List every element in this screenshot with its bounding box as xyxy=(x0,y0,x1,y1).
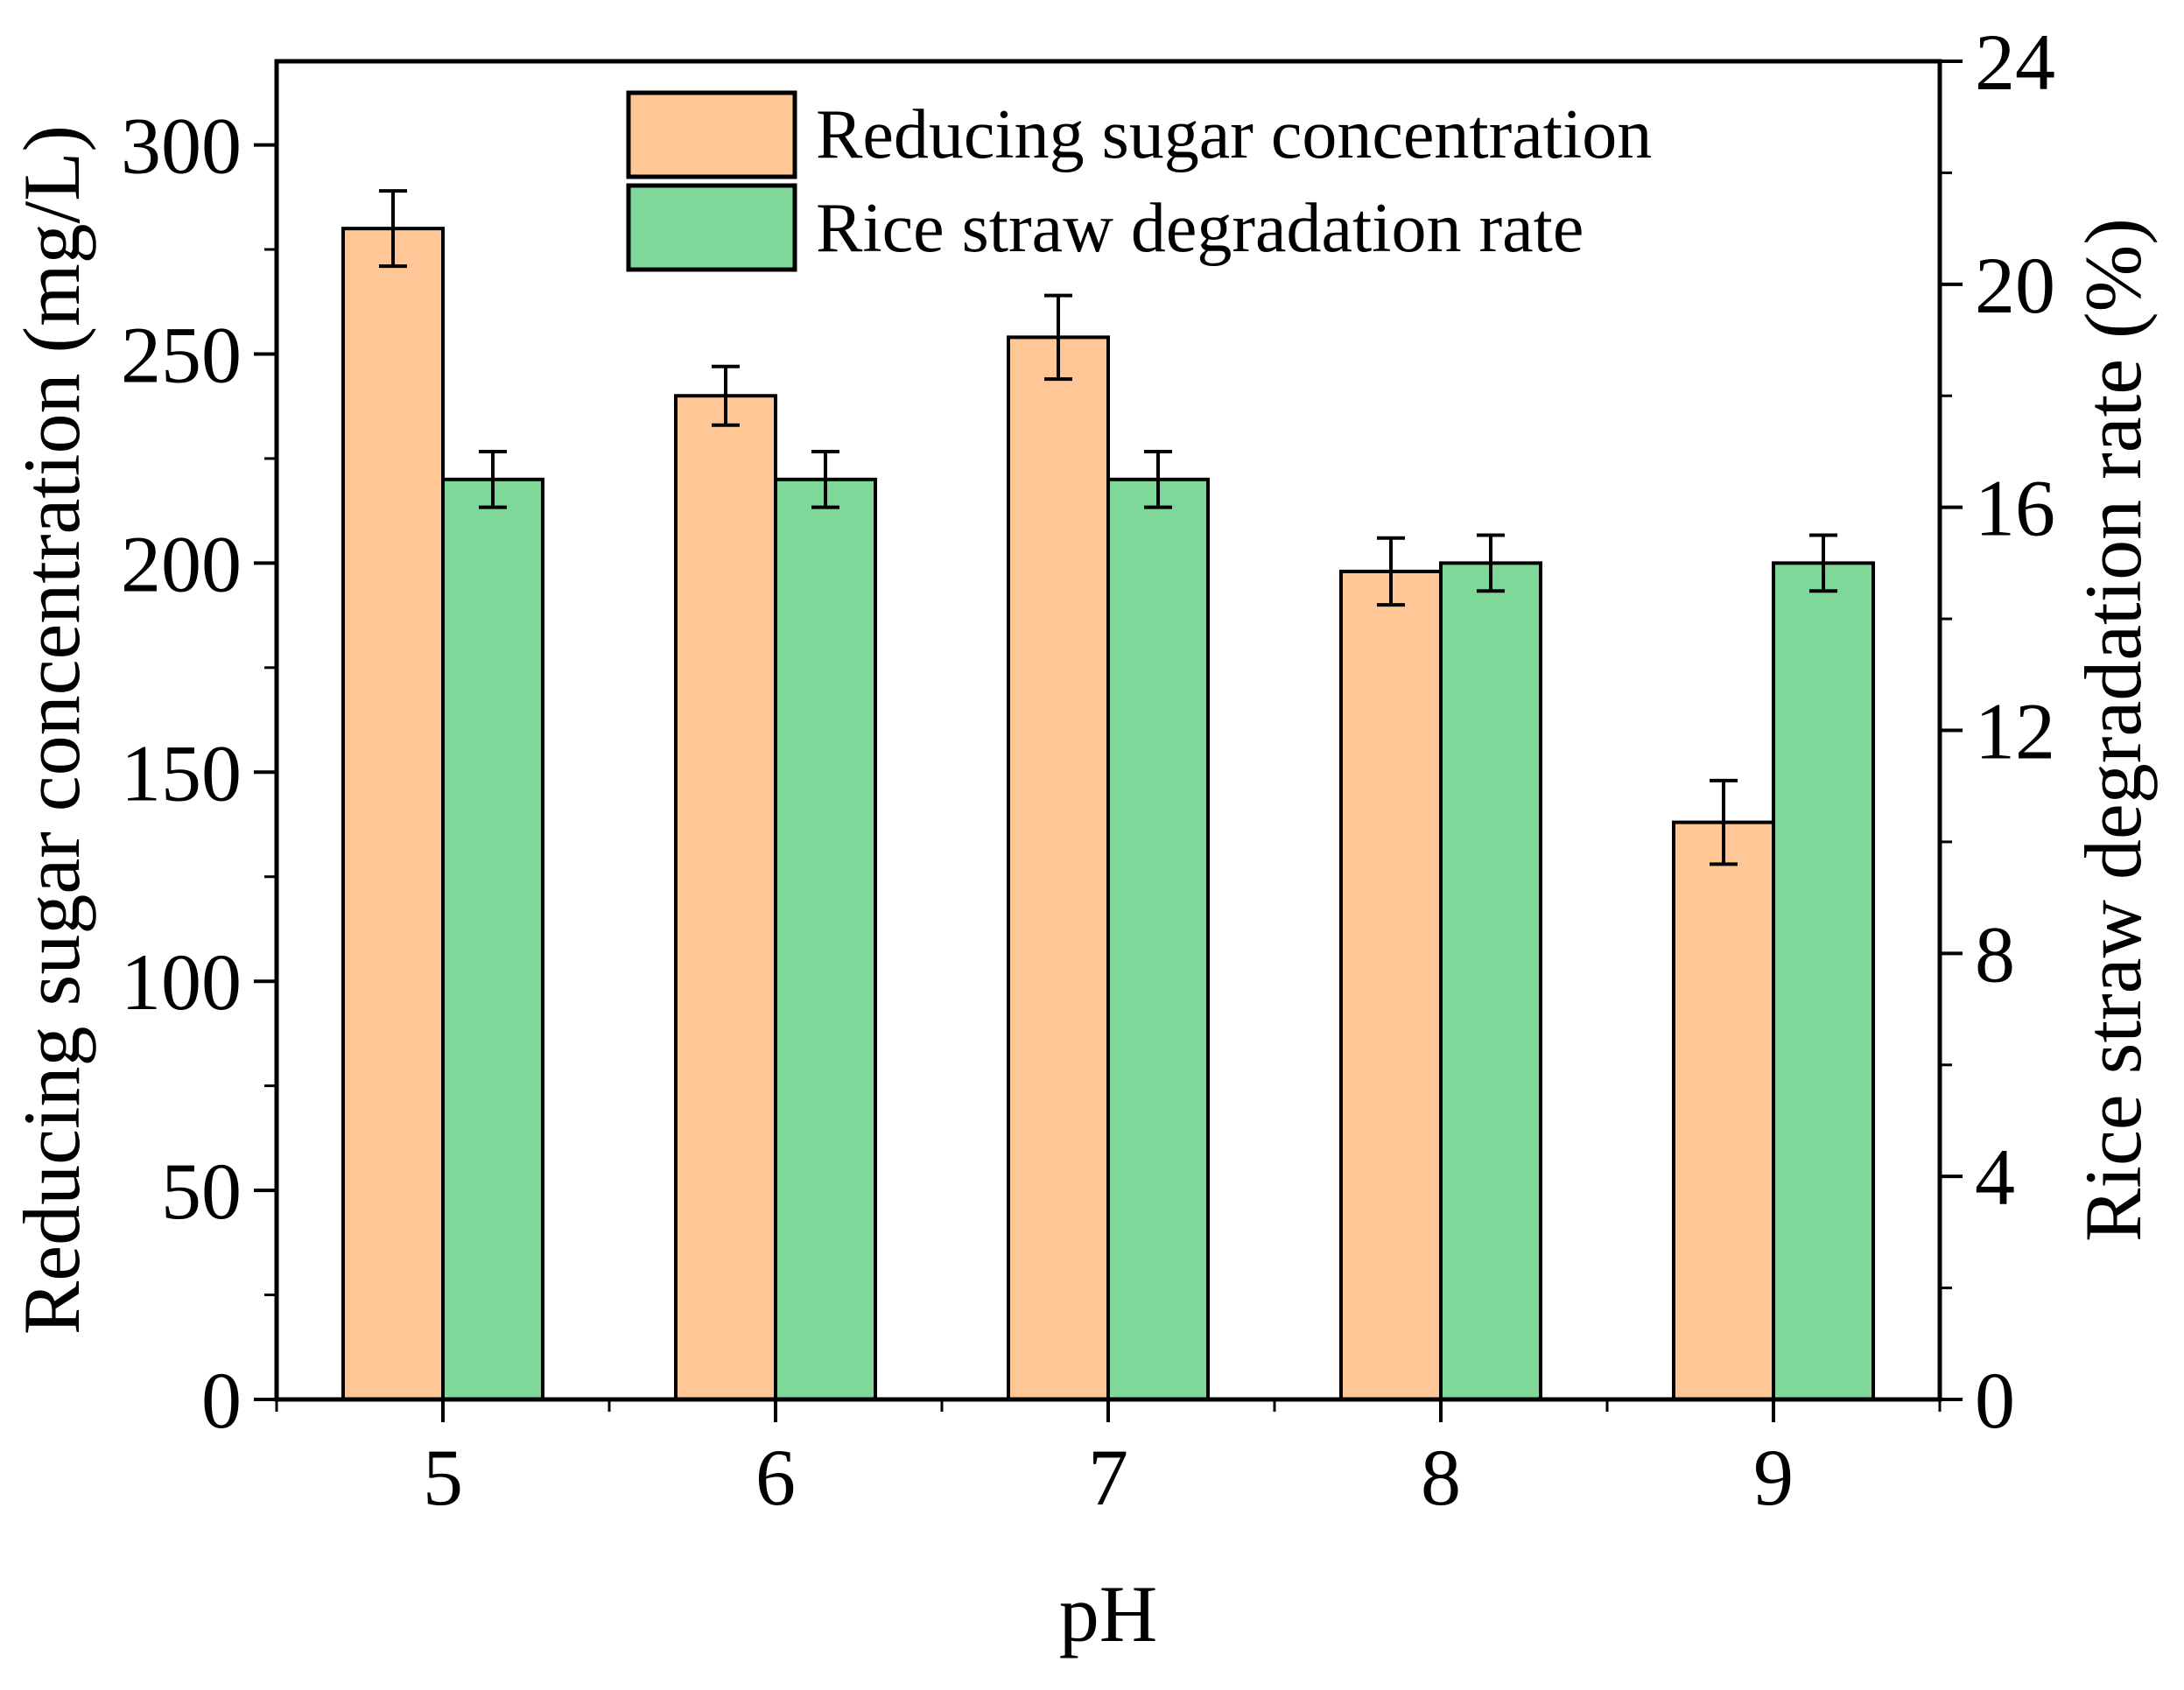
error-bar-reducing-sugar-ph8 xyxy=(1377,536,1405,607)
y-right-tick-label: 4 xyxy=(1975,1133,2015,1222)
bar-degradation-rate-ph5 xyxy=(441,477,544,1401)
x-axis-title: pH xyxy=(1059,1569,1157,1658)
bars-layer xyxy=(341,227,1875,1402)
legend-swatch-degradation-rate xyxy=(626,183,797,272)
bar-reducing-sugar-ph9 xyxy=(1672,820,1775,1401)
y-left-tick-label: 300 xyxy=(121,102,242,191)
y-right-tick-label: 20 xyxy=(1975,241,2055,330)
y-left-tick-label: 200 xyxy=(121,519,242,608)
bar-degradation-rate-ph9 xyxy=(1772,561,1875,1401)
error-bar-reducing-sugar-ph6 xyxy=(712,364,740,427)
bar-reducing-sugar-ph8 xyxy=(1339,569,1443,1401)
y-right-tick-label: 0 xyxy=(1975,1356,2015,1445)
y-axis-left-title: Reducing sugar concentration (mg/L) xyxy=(7,125,96,1335)
x-tick-label: 5 xyxy=(423,1433,463,1522)
y-right-tick-label: 8 xyxy=(1975,909,2015,999)
x-tick-label: 6 xyxy=(755,1433,796,1522)
error-bar-reducing-sugar-ph7 xyxy=(1044,293,1072,382)
y-left-tick-label: 0 xyxy=(201,1356,242,1445)
y-right-tick-label: 16 xyxy=(1975,464,2055,553)
y-axis-right-title: Rice straw degradation rate (%) xyxy=(2068,218,2158,1242)
y-left-tick-label: 100 xyxy=(121,937,242,1027)
x-tick-label: 8 xyxy=(1421,1433,1461,1522)
error-bar-reducing-sugar-ph9 xyxy=(1710,778,1738,866)
error-bar-degradation-rate-ph5 xyxy=(479,449,507,509)
legend-label-reducing-sugar: Reducing sugar concentration xyxy=(816,96,1652,173)
y-right-tick-label: 12 xyxy=(1975,687,2055,776)
error-bar-degradation-rate-ph7 xyxy=(1144,449,1172,509)
y-left-tick-label: 250 xyxy=(121,310,242,399)
legend: Reducing sugar concentration Rice straw … xyxy=(626,90,1652,272)
error-bar-reducing-sugar-ph5 xyxy=(379,189,407,269)
bar-reducing-sugar-ph5 xyxy=(341,227,445,1401)
x-tick-label: 7 xyxy=(1088,1433,1128,1522)
bar-degradation-rate-ph8 xyxy=(1439,561,1542,1401)
y-right-tick-label: 24 xyxy=(1975,18,2055,107)
x-tick-label: 9 xyxy=(1753,1433,1794,1522)
bar-degradation-rate-ph6 xyxy=(774,477,877,1401)
y-left-tick-label: 150 xyxy=(121,728,242,817)
y-left-tick-label: 50 xyxy=(161,1147,242,1236)
bar-reducing-sugar-ph6 xyxy=(674,394,777,1401)
bar-degradation-rate-ph7 xyxy=(1106,477,1210,1401)
error-bar-degradation-rate-ph9 xyxy=(1809,533,1837,593)
ticks-layer: 0 50 100 150 200 250 300 0 4 8 12 16 20 24 5 6 7 8 9 xyxy=(121,18,2055,1522)
error-bar-degradation-rate-ph6 xyxy=(811,449,839,509)
error-bars-layer xyxy=(379,189,1837,866)
legend-label-degradation-rate: Rice straw degradation rate xyxy=(816,190,1584,267)
error-bar-degradation-rate-ph8 xyxy=(1477,533,1505,593)
legend-swatch-reducing-sugar xyxy=(626,90,797,179)
bar-reducing-sugar-ph7 xyxy=(1007,335,1110,1402)
